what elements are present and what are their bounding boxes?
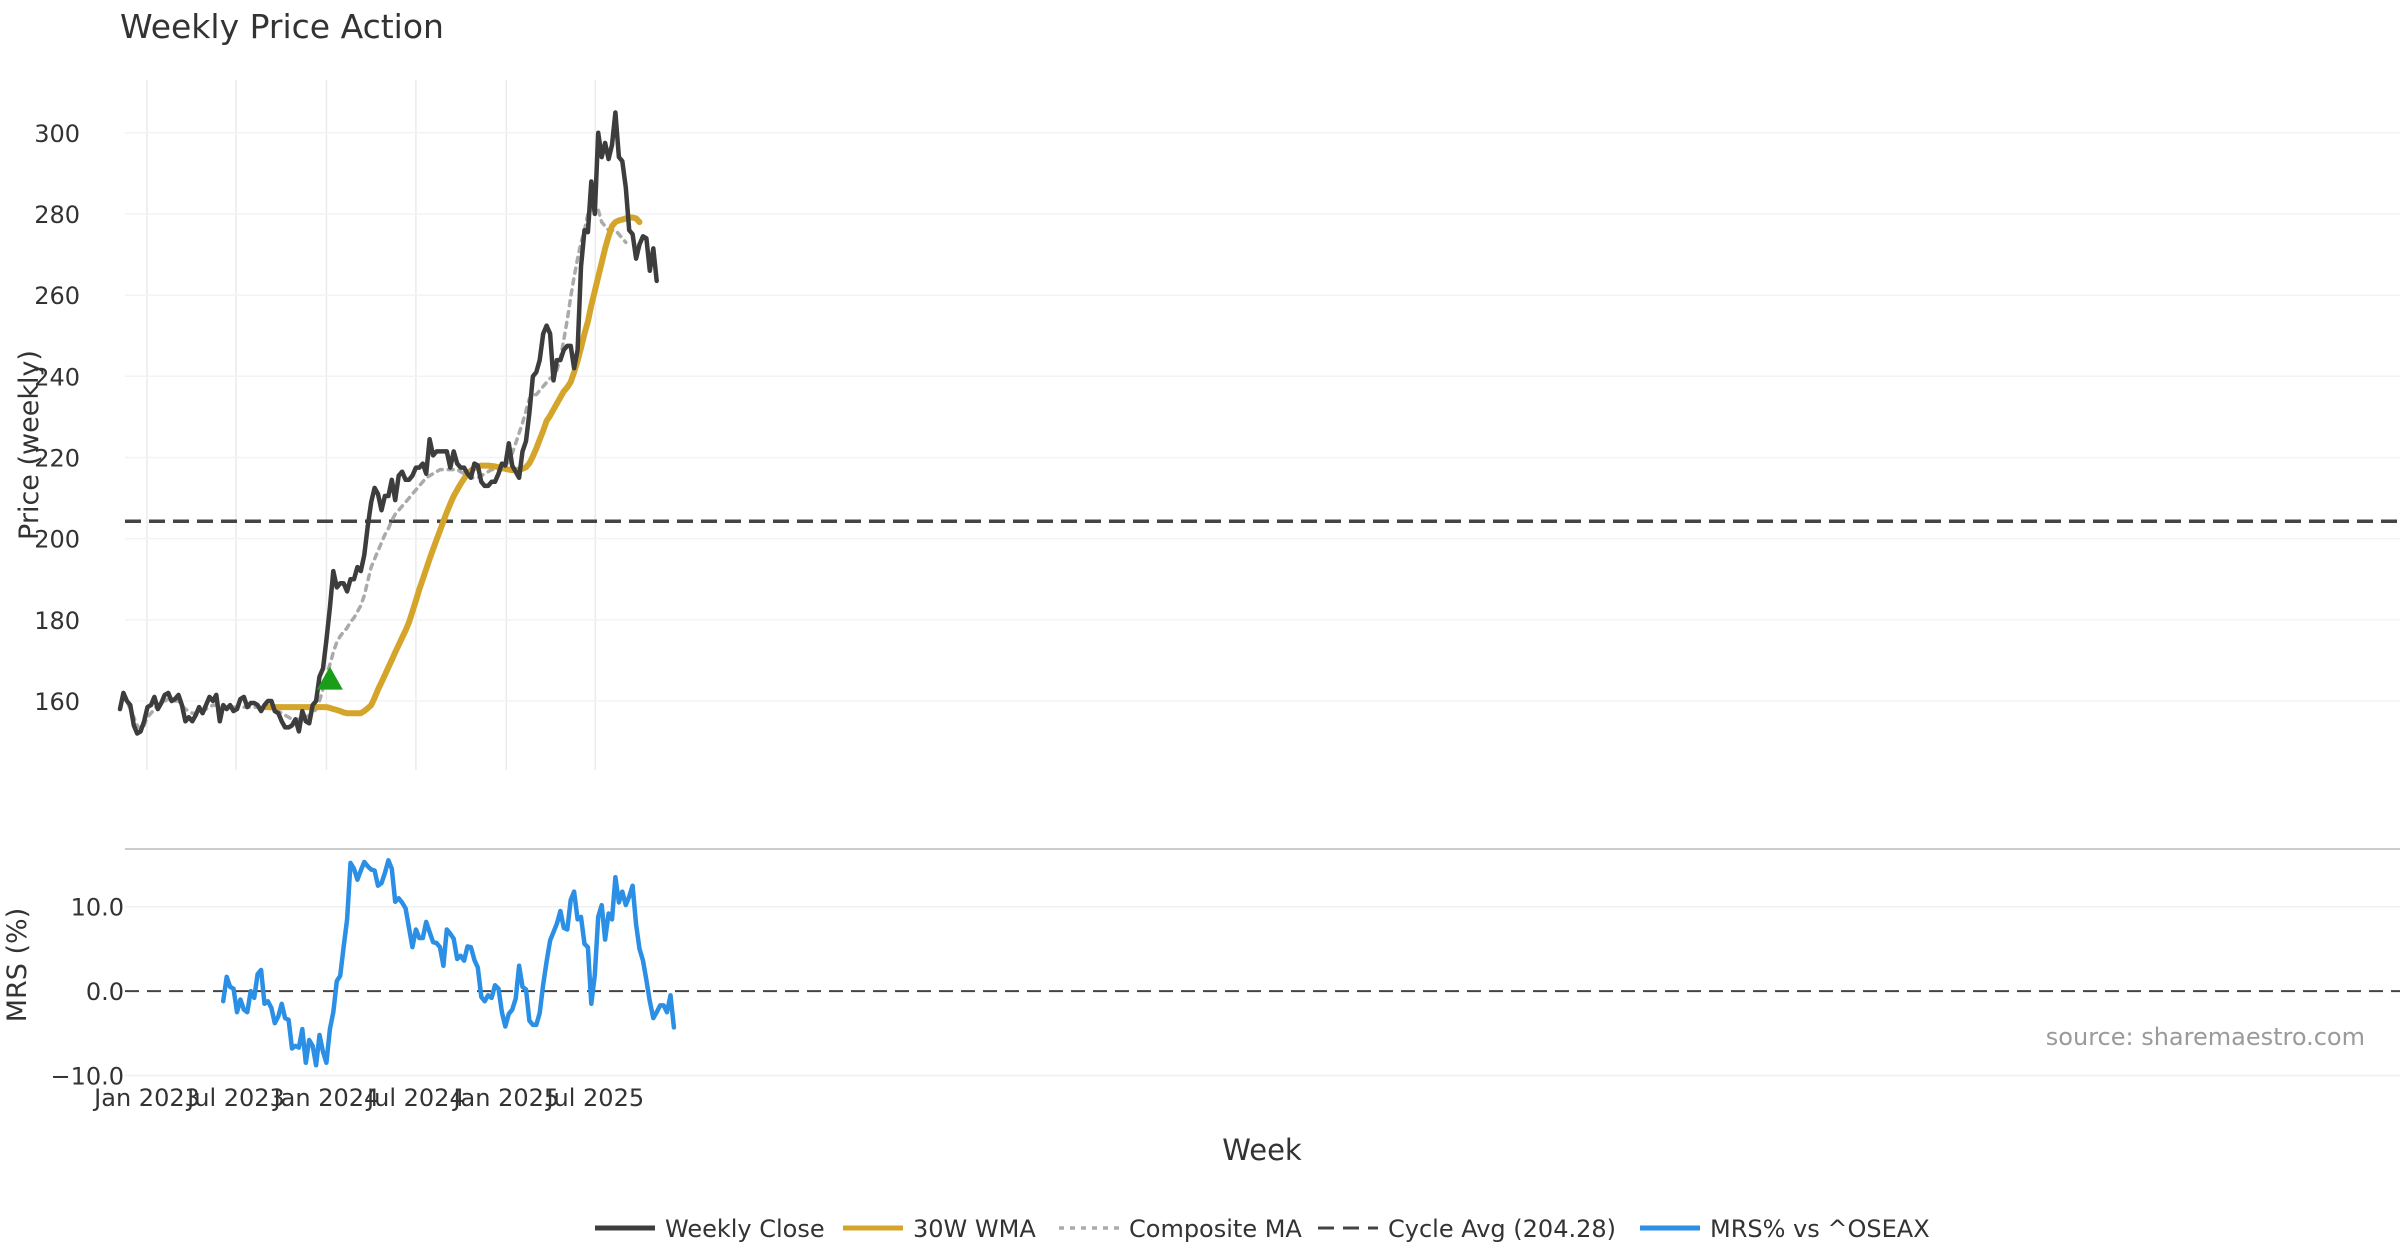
buy-signal-marker: [316, 666, 343, 690]
x-tick-label: Jan 2024: [272, 1084, 380, 1112]
x-tick-label: Jan 2025: [451, 1084, 559, 1112]
x-tick-label: Jul 2024: [365, 1084, 465, 1112]
price-y-tick-label: 300: [34, 120, 80, 148]
price-series: [117, 110, 659, 736]
price-y-axis-label: Price (weekly): [14, 350, 45, 540]
mrs-y-gridlines: [125, 905, 2400, 1077]
price-y-tick-label: 280: [34, 201, 80, 229]
price-y-tick-label: 180: [34, 607, 80, 635]
x-tick-label: Jul 2023: [185, 1084, 285, 1112]
x-axis-label: Week: [1222, 1133, 1302, 1167]
mrs-vs-oseax-line: [220, 858, 677, 1068]
chart-title: Weekly Price Action: [120, 7, 444, 46]
price-y-tick-labels: 160 180 200 220 240 260 280 300: [34, 120, 80, 716]
price-y-tick-label: 220: [34, 444, 80, 472]
mrs-series: [220, 858, 677, 1068]
weekly-close-line: [117, 110, 659, 736]
mrs-y-tick-label: 10.0: [71, 894, 124, 922]
mrs-y-tick-labels: 10.0 0.0 −10.0: [50, 894, 124, 1091]
price-y-tick-label: 200: [34, 526, 80, 554]
source-label: source: sharemaestro.com: [2046, 1023, 2365, 1051]
legend-label-cycle-avg-204-28: Cycle Avg (204.28): [1388, 1215, 1616, 1243]
legend: Weekly Close 30W WMA Composite MA Cycle Avg…: [595, 1215, 1930, 1243]
legend-label-mrs-vs-oseax: MRS% vs ^OSEAX: [1710, 1215, 1930, 1243]
price-y-tick-label: 160: [34, 688, 80, 716]
mrs-y-tick-label: −10.0: [50, 1062, 124, 1090]
price-y-gridlines: [125, 132, 2400, 702]
x-tick-label: Jul 2025: [544, 1084, 644, 1112]
legend-label-weekly-close: Weekly Close: [665, 1215, 825, 1243]
price-y-tick-label: 260: [34, 282, 80, 310]
legend-label-composite-ma: Composite MA: [1129, 1215, 1302, 1243]
mrs-y-tick-label: 0.0: [86, 978, 124, 1006]
price-y-tick-label: 240: [34, 363, 80, 391]
x-tick-label: Jan 2023: [92, 1084, 200, 1112]
mrs-y-axis-label: MRS (%): [2, 908, 33, 1023]
legend-label-30w-wma: 30W WMA: [913, 1215, 1036, 1243]
